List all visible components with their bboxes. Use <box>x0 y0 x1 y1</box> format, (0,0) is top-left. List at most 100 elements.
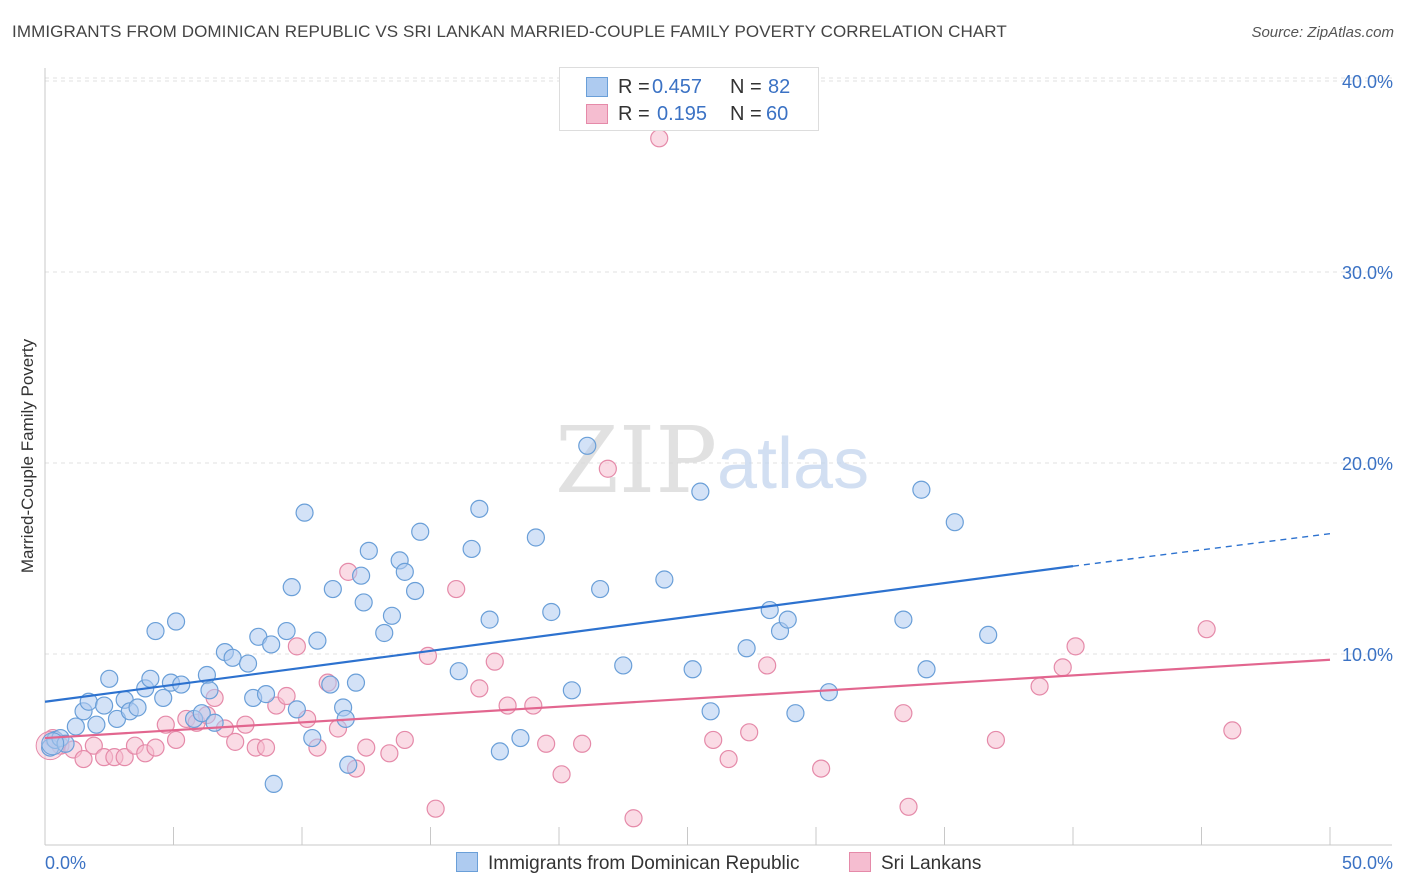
sri-lankan-point <box>426 799 445 818</box>
dominican-point <box>786 704 805 723</box>
bottom-legend-label-blue: Immigrants from Dominican Republic <box>488 853 800 874</box>
dominican-point <box>760 600 779 620</box>
legend-r-value: 0.457 <box>652 76 703 98</box>
dominican-point <box>146 621 165 641</box>
sri-lankan-point <box>470 679 489 698</box>
dominican-trend-line <box>44 565 1074 703</box>
dominican-point <box>308 631 327 650</box>
sri-lankan-point <box>357 738 376 757</box>
dominican-point <box>912 480 931 499</box>
dominican-point <box>894 610 913 629</box>
watermark-atlas: atlas <box>717 424 869 504</box>
y-tick-label: 40.0% <box>1342 72 1393 92</box>
sri-lankan-point <box>166 730 186 750</box>
dominican-point <box>264 774 283 793</box>
grid-layer <box>45 77 1392 655</box>
sri-lankan-point <box>812 759 831 778</box>
dominican-point <box>166 612 186 631</box>
dominican-point <box>945 513 964 532</box>
sri-lankan-point <box>524 696 543 715</box>
sri-lankan-point <box>899 797 918 816</box>
dominican-trend-extension <box>1072 532 1331 567</box>
dominican-point <box>154 688 173 708</box>
dominican-point <box>778 610 797 629</box>
sri-lankan-point <box>226 732 245 751</box>
bottom-legend-label-pink: Sri Lankans <box>881 853 982 874</box>
sri-lankan-point <box>277 686 296 706</box>
legend-swatch-pink <box>586 104 608 124</box>
x-tick-label: 0.0% <box>45 853 86 873</box>
dominican-point <box>449 662 468 681</box>
dominican-point <box>262 635 281 654</box>
x-tick-label: 50.0% <box>1342 853 1393 873</box>
dominican-point <box>354 593 373 612</box>
dominican-point <box>141 669 160 688</box>
dominican-point <box>683 660 702 679</box>
sri-lankan-point <box>380 744 399 763</box>
sri-lankan-point <box>287 637 306 656</box>
legend-box: R = 0.457 N = 82 R = 0.195 N = 60 <box>559 67 819 131</box>
dominican-point <box>382 606 402 625</box>
bottom-legend-blue: Immigrants from Dominican Republic <box>456 852 800 875</box>
dominican-point <box>542 602 561 622</box>
sri-lankan-point <box>758 656 777 675</box>
dominican-point <box>339 755 358 774</box>
dominican-point <box>287 700 306 719</box>
sri-lankan-point <box>986 730 1006 750</box>
y-tick-label: 10.0% <box>1342 645 1393 665</box>
dominican-point <box>359 541 378 560</box>
legend-r-label: R = <box>618 103 650 125</box>
dominican-point <box>200 681 219 700</box>
dominican-point <box>737 639 756 658</box>
dominican-point <box>128 698 147 717</box>
sri-lankan-point <box>704 730 723 750</box>
bottom-legend-swatch-blue <box>456 852 478 872</box>
legend-swatch-blue <box>586 77 608 97</box>
dominican-point <box>321 675 340 694</box>
legend-r-label: R = <box>618 76 650 98</box>
sri-lankan-point <box>650 129 669 148</box>
sri-lankan-point <box>1066 637 1085 656</box>
dominican-point <box>192 704 211 723</box>
dominican-point <box>277 621 296 641</box>
sri-lankan-trend-line <box>44 658 1331 740</box>
sri-lankan-point <box>1223 721 1242 740</box>
dominican-point <box>66 717 85 736</box>
sri-lankan-point <box>1197 620 1216 639</box>
sri-lankan-point <box>498 696 517 715</box>
sri-lankan-point <box>740 723 759 742</box>
sri-lankan-point <box>573 734 592 753</box>
sri-lankan-point <box>552 765 571 784</box>
sri-lankan-point <box>1030 677 1049 696</box>
dominican-point <box>917 660 936 679</box>
dominican-point <box>614 656 633 675</box>
axis-layer: 10.0% 20.0% 30.0% 40.0% 0.0% 50.0% <box>44 68 1393 873</box>
sri-lankan-point <box>74 749 93 769</box>
sri-lankan-point <box>537 734 556 753</box>
bottom-legend-swatch-pink <box>849 852 871 872</box>
dominican-point <box>303 728 322 748</box>
dominican-point <box>411 522 430 541</box>
dominican-point <box>256 685 276 704</box>
chart-title: IMMIGRANTS FROM DOMINICAN REPUBLIC VS SR… <box>12 22 1007 41</box>
legend-n-label: N = <box>730 103 762 125</box>
dominican-point <box>462 539 481 559</box>
dominican-point <box>295 503 314 522</box>
sri-lankan-point <box>447 579 466 599</box>
dominican-point <box>405 581 425 601</box>
dominican-point <box>100 669 119 688</box>
sri-lankan-point <box>719 749 738 769</box>
dominican-point <box>979 625 998 645</box>
dominican-point <box>87 715 106 734</box>
sri-lankan-point <box>598 459 617 478</box>
watermark-layer: ZIP atlas <box>555 407 869 514</box>
dominican-point <box>511 728 530 748</box>
sri-lankan-point <box>1053 658 1072 677</box>
sri-lankan-point <box>146 738 165 757</box>
bottom-legend-pink: Sri Lankans <box>849 852 981 875</box>
dominican-point <box>375 623 394 643</box>
dominican-point <box>395 562 414 581</box>
dominican-point <box>526 528 545 547</box>
dominican-point <box>578 436 597 455</box>
